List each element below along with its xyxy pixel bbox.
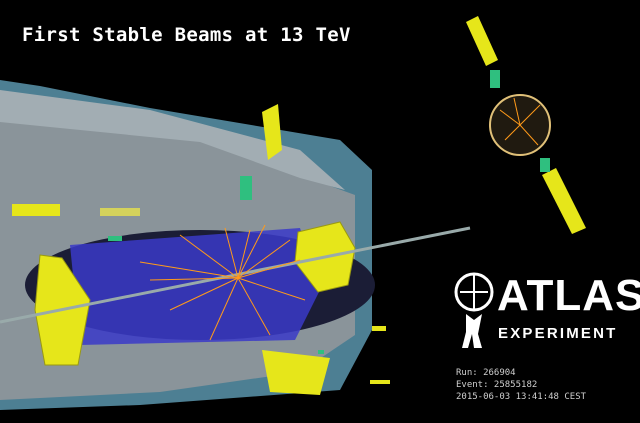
- beam-pipe: [0, 226, 471, 324]
- logo-subtitle: EXPERIMENT: [498, 325, 618, 342]
- logo-wordmark: ATLAS: [497, 271, 640, 320]
- muon-hit: [318, 350, 324, 354]
- transverse-view: [466, 16, 586, 234]
- detector-cutaway: [0, 80, 471, 410]
- transverse-tracks: [499, 97, 541, 146]
- calorimeter-hit: [370, 380, 390, 384]
- calorimeter-hit: [100, 208, 140, 216]
- run-number: Run: 266904: [456, 368, 516, 378]
- bottom-calorimeter-tower: [262, 350, 330, 395]
- transverse-calorimeter-bottom: [542, 168, 586, 234]
- top-calorimeter-tower: [262, 104, 282, 160]
- headline: First Stable Beams at 13 TeV: [22, 24, 351, 46]
- muon-hit: [240, 176, 252, 200]
- event-info: Run: 266904 Event: 25855182 2015-06-03 1…: [456, 367, 586, 403]
- atlas-logo: ATLAS EXPERIMENT: [452, 272, 640, 352]
- calorimeter-hit: [372, 326, 386, 331]
- event-number: Event: 25855182: [456, 380, 538, 390]
- calorimeter-top-face: [0, 90, 345, 190]
- muon-hit: [108, 236, 122, 241]
- calorimeter-hit: [12, 204, 60, 216]
- transverse-calorimeter-top: [466, 16, 498, 66]
- timestamp: 2015-06-03 13:41:48 CEST: [456, 392, 587, 402]
- transverse-muon-hit: [540, 158, 550, 172]
- transverse-muon-hit: [490, 70, 500, 88]
- inner-detector: [70, 228, 320, 345]
- atlas-figure-icon: [454, 272, 494, 348]
- particle-tracks: [139, 224, 306, 341]
